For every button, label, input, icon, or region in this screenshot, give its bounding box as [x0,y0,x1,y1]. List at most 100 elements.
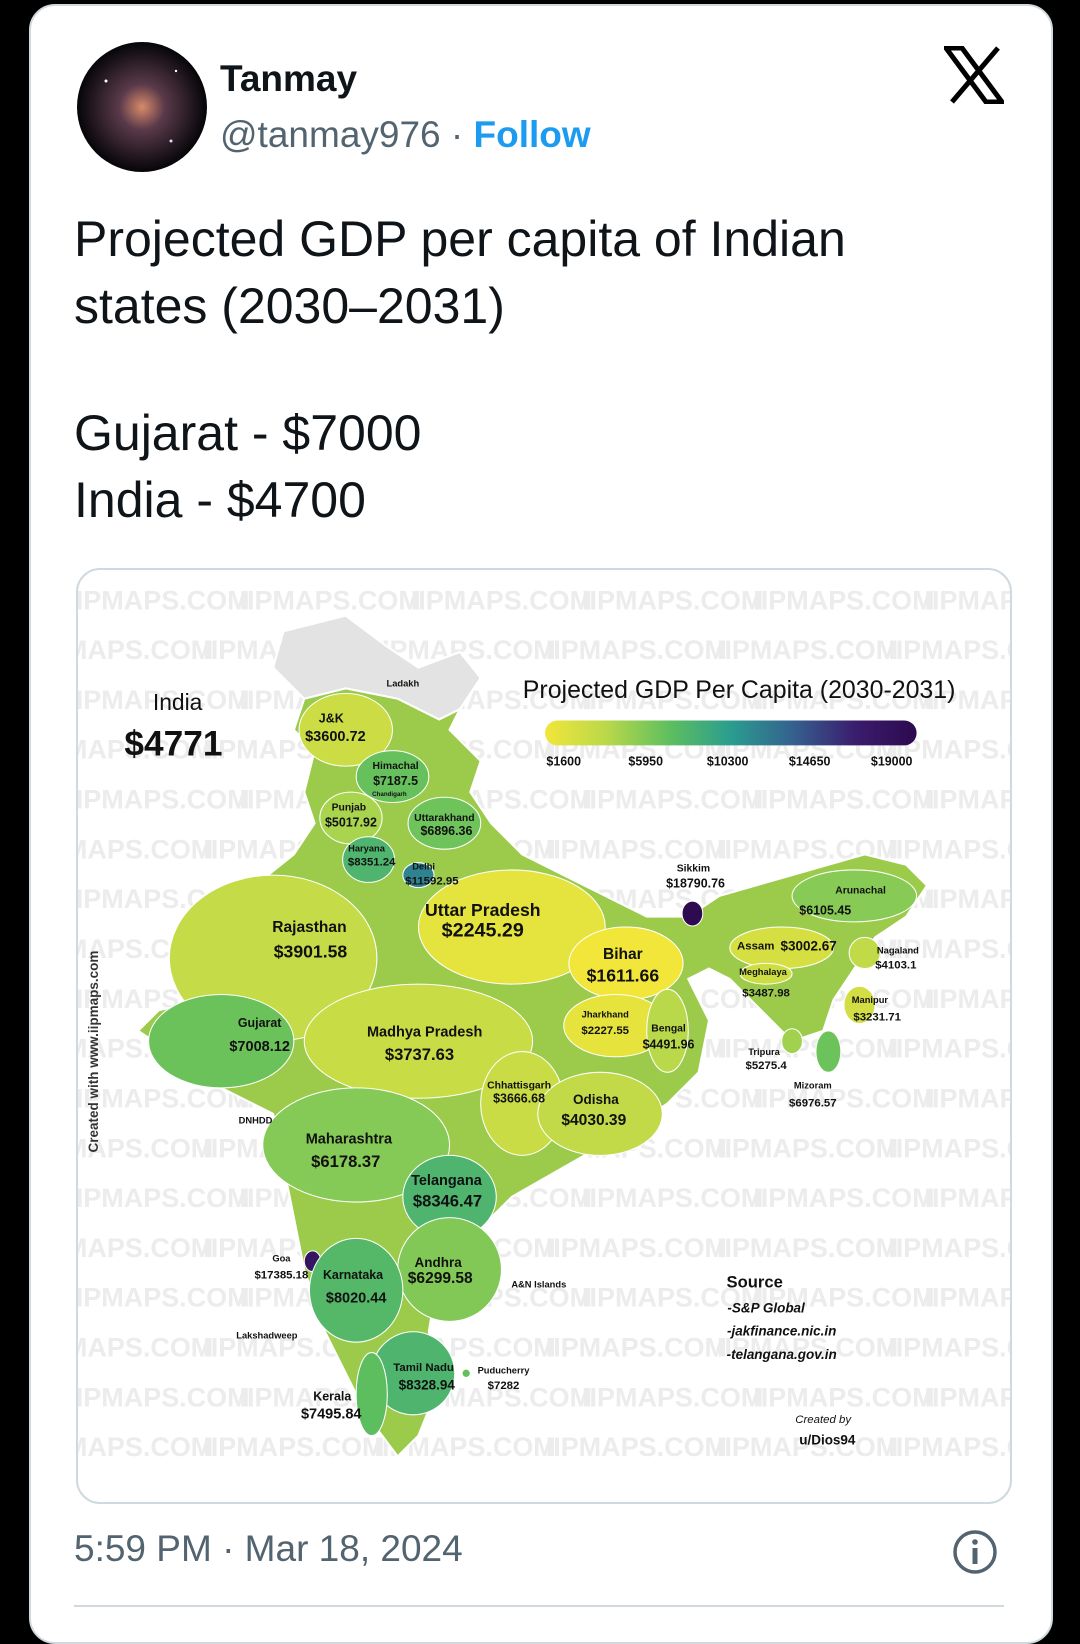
source-text: -S&P Global [727,1301,805,1316]
state-name: Delhi [412,861,435,871]
watermark: IIPMAPS.COM [76,585,250,615]
handle[interactable]: @tanmay976 [220,114,441,155]
state-name: Puducherry [478,1366,531,1376]
state-region [646,988,689,1073]
state-value: $4491.96 [643,1038,695,1052]
state-name: Bengal [651,1023,686,1034]
separator: · [450,114,464,155]
legend-tick-label: $5950 [628,754,663,768]
state-region [262,1087,451,1203]
legend-tick-label: $1600 [546,754,581,768]
watermark: IIPMAPS.COM [753,1083,934,1113]
state-name: Madhya Pradesh [367,1025,482,1041]
watermark: IIPMAPS.COM [717,1034,898,1064]
state-value: $5017.92 [325,816,377,830]
legend-tick-label: $14650 [789,754,831,768]
credit: Created by [795,1414,852,1426]
author-name[interactable]: Tanmay [220,58,358,99]
watermark: IIPMAPS.COM [76,1233,213,1263]
state-region [417,869,606,985]
watermark: IIPMAPS.COM [888,635,1012,665]
state-value: $8020.44 [326,1290,387,1306]
watermark: IIPMAPS.COM [925,984,1012,1014]
state-name: Arunachal [835,885,886,896]
state-name: J&K [319,712,344,726]
watermark: IIPMAPS.COM [925,1083,1012,1113]
state-region [342,836,396,883]
state-name: Telangana [411,1173,483,1189]
map-image[interactable]: IIPMAPS.COMIIPMAPS.COMIIPMAPS.COMIIPMAPS… [76,568,1012,1504]
state-name: Odisha [573,1092,619,1107]
watermark: IIPMAPS.COM [76,834,213,864]
watermark: IIPMAPS.COM [582,1283,763,1313]
watermark: IIPMAPS.COM [753,585,934,615]
state-value: $6178.37 [311,1152,380,1171]
state-name: Punjab [332,802,367,813]
watermark: IIPMAPS.COM [925,585,1012,615]
watermark: IIPMAPS.COM [753,1183,934,1213]
state-name: Sikkim [677,864,710,875]
watermark: IIPMAPS.COM [888,1133,1012,1163]
state-value: $1611.66 [587,965,660,985]
state-value: $3666.68 [493,1092,545,1106]
watermark: IIPMAPS.COM [753,1382,934,1412]
state-region [355,750,430,803]
timestamp[interactable]: 5:59 PM · Mar 18, 2024 [74,1528,463,1569]
watermark: IIPMAPS.COM [925,1283,1012,1313]
watermark: IIPMAPS.COM [546,1333,727,1363]
state-value: $7187.5 [373,774,418,788]
state-value: $3231.71 [853,1011,901,1023]
watermark: IIPMAPS.COM [76,1283,250,1313]
state-region [739,962,793,985]
watermark: IIPMAPS.COM [888,834,1012,864]
india-value: $4771 [124,725,222,764]
watermark: IIPMAPS.COM [546,1432,727,1462]
follow-button[interactable]: Follow [473,114,591,155]
watermark: IIPMAPS.COM [582,785,763,815]
state-name: Assam [737,941,774,953]
state-region [681,900,704,927]
state-value: $8328.94 [399,1377,456,1392]
state-region [461,1368,471,1378]
watermark: IIPMAPS.COM [925,685,1012,715]
text-line: India - $4700 [74,472,366,528]
state-region [568,926,684,1001]
watermark: IIPMAPS.COM [546,834,727,864]
watermark: IIPMAPS.COM [240,585,421,615]
state-value: $7008.12 [229,1039,290,1055]
watermark: IIPMAPS.COM [717,635,898,665]
state-name: Himachal [373,761,419,772]
watermark: IIPMAPS.COM [76,735,213,765]
state-name: Tripura [748,1047,780,1057]
divider [74,1605,1004,1607]
state-value: $2245.29 [442,919,524,941]
state-value: $6105.45 [799,904,851,918]
state-region [355,1352,388,1437]
state-value: $6299.58 [408,1270,473,1287]
state-name: Haryana [348,844,386,854]
state-name: Meghalaya [739,967,788,977]
state-region [402,862,435,889]
state-name: Gujarat [238,1016,282,1030]
watermark: IIPMAPS.COM [582,1382,763,1412]
state-region [407,796,482,850]
ladakh-region [271,614,482,721]
watermark: IIPMAPS.COM [582,1183,763,1213]
state-name: Mizoram [794,1080,832,1090]
watermark: IIPMAPS.COM [76,1382,250,1412]
state-value: $8351.24 [348,857,396,869]
state-value: $6896.36 [420,824,472,838]
tweet-card: Tanmay @tanmay976 · Follow Projected GDP… [29,4,1053,1644]
state-region [537,1071,663,1156]
x-logo[interactable] [944,46,1004,104]
watermark: IIPMAPS.COM [76,1333,213,1363]
info-icon[interactable] [951,1528,999,1576]
watermark: IIPMAPS.COM [582,585,763,615]
avatar[interactable] [76,41,208,173]
handle-line: @tanmay976 · Follow [220,114,591,156]
state-name: Bihar [603,946,643,963]
source-text: -jakfinance.nic.in [727,1323,836,1338]
state-region [843,985,876,1025]
state-value: $2227.55 [581,1025,629,1037]
watermark: IIPMAPS.COM [888,1333,1012,1363]
